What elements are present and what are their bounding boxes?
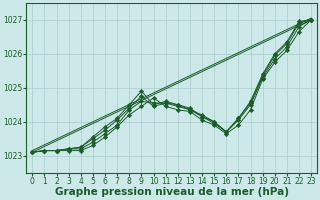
X-axis label: Graphe pression niveau de la mer (hPa): Graphe pression niveau de la mer (hPa) <box>55 187 289 197</box>
